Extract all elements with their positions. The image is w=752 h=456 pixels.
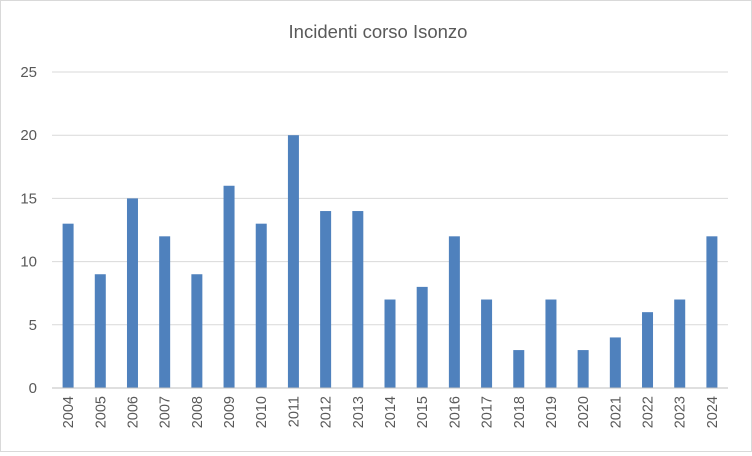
y-axis-ticks: 0 5 10 15 20 25 xyxy=(20,64,37,397)
bar-2016 xyxy=(448,236,460,388)
bar-2018 xyxy=(513,350,525,388)
bar-2023 xyxy=(674,299,686,388)
bar-2017 xyxy=(481,299,493,388)
x-tick-label: 2009 xyxy=(222,396,238,428)
x-tick-label: 2020 xyxy=(576,396,592,428)
x-tick-label: 2021 xyxy=(608,396,624,428)
bar-2022 xyxy=(642,312,654,388)
x-tick-label: 2006 xyxy=(125,396,141,428)
y-tick-label: 5 xyxy=(29,317,37,334)
bar-2019 xyxy=(545,299,557,388)
x-tick-label: 2018 xyxy=(512,396,528,428)
x-tick-label: 2010 xyxy=(254,396,270,428)
bar-2024 xyxy=(706,236,718,388)
bar-2020 xyxy=(577,350,589,388)
bar-2006 xyxy=(126,198,138,388)
bar-2012 xyxy=(320,211,332,388)
bars xyxy=(62,135,718,388)
gridlines xyxy=(52,71,728,326)
bar-2004 xyxy=(62,223,74,388)
y-tick-label: 10 xyxy=(20,254,37,271)
x-tick-label: 2019 xyxy=(544,396,560,428)
x-tick-label: 2013 xyxy=(351,396,367,428)
x-tick-label: 2011 xyxy=(286,396,302,427)
x-tick-label: 2023 xyxy=(673,396,689,428)
x-axis-ticks: 2004 2005 2006 2007 2008 2009 2010 2011 2012 2013… xyxy=(61,396,721,428)
x-tick-label: 2012 xyxy=(319,396,335,428)
x-tick-label: 2022 xyxy=(641,396,657,428)
x-tick-label: 2008 xyxy=(190,396,206,428)
y-tick-label: 20 xyxy=(20,127,37,144)
bar-2008 xyxy=(191,274,203,388)
x-tick-label: 2014 xyxy=(383,396,399,428)
x-tick-label: 2005 xyxy=(93,396,109,428)
y-tick-label: 0 xyxy=(29,380,37,397)
bar-2010 xyxy=(255,223,267,388)
bar-2011 xyxy=(287,135,299,388)
bar-2013 xyxy=(352,211,364,388)
bar-2005 xyxy=(94,274,106,388)
x-tick-label: 2024 xyxy=(705,396,721,428)
bar-2009 xyxy=(223,185,235,388)
x-tick-label: 2004 xyxy=(61,396,77,428)
x-tick-label: 2017 xyxy=(480,396,496,428)
bar-2007 xyxy=(159,236,171,388)
chart-title: Incidenti corso Isonzo xyxy=(289,21,468,42)
x-tick-label: 2007 xyxy=(158,396,174,428)
x-tick-label: 2015 xyxy=(415,396,431,428)
y-tick-label: 15 xyxy=(20,190,37,207)
x-tick-label: 2016 xyxy=(447,396,463,428)
bar-2021 xyxy=(609,337,621,388)
y-tick-label: 25 xyxy=(20,64,37,81)
bar-2014 xyxy=(384,299,396,388)
bar-2015 xyxy=(416,286,428,388)
